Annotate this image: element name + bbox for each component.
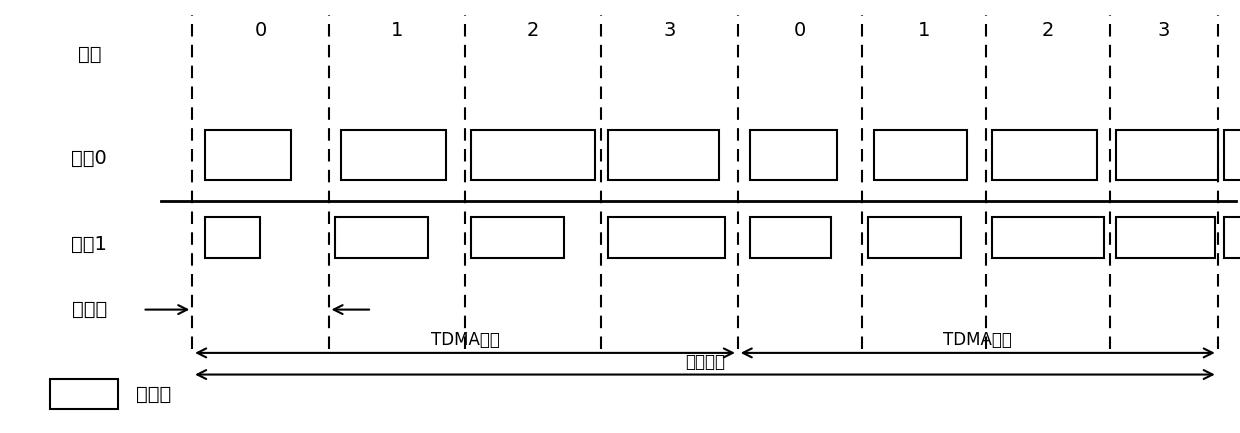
Text: 通道0: 通道0: [72, 149, 107, 168]
Text: 2: 2: [527, 21, 539, 40]
Bar: [750, 216, 831, 258]
Text: 3: 3: [1158, 21, 1169, 40]
Text: TDMA周期: TDMA周期: [944, 331, 1012, 349]
Bar: [1224, 130, 1240, 180]
Text: 数据帧: 数据帧: [136, 385, 171, 404]
Bar: [471, 216, 564, 258]
Bar: [874, 130, 967, 180]
Bar: [1224, 216, 1240, 258]
Bar: [750, 130, 837, 180]
Text: 1: 1: [391, 21, 403, 40]
Text: TDMA周期: TDMA周期: [430, 331, 500, 349]
Bar: [205, 216, 260, 258]
Bar: [868, 216, 961, 258]
Text: 时间槽: 时间槽: [72, 300, 107, 319]
Text: 0: 0: [254, 21, 267, 40]
Bar: [341, 130, 446, 180]
Text: 集群周期: 集群周期: [684, 352, 725, 371]
Text: 0: 0: [794, 21, 806, 40]
Bar: [608, 130, 719, 180]
Bar: [992, 216, 1104, 258]
Bar: [608, 216, 725, 258]
Text: 节点: 节点: [78, 45, 100, 64]
Bar: [1116, 216, 1215, 258]
Bar: [335, 216, 428, 258]
Bar: [1116, 130, 1218, 180]
Text: 通道1: 通道1: [72, 235, 107, 254]
Text: 1: 1: [918, 21, 930, 40]
Text: 3: 3: [663, 21, 676, 40]
Bar: [992, 130, 1097, 180]
Bar: [471, 130, 595, 180]
Text: 2: 2: [1042, 21, 1054, 40]
Bar: [50, 379, 118, 409]
Bar: [205, 130, 291, 180]
